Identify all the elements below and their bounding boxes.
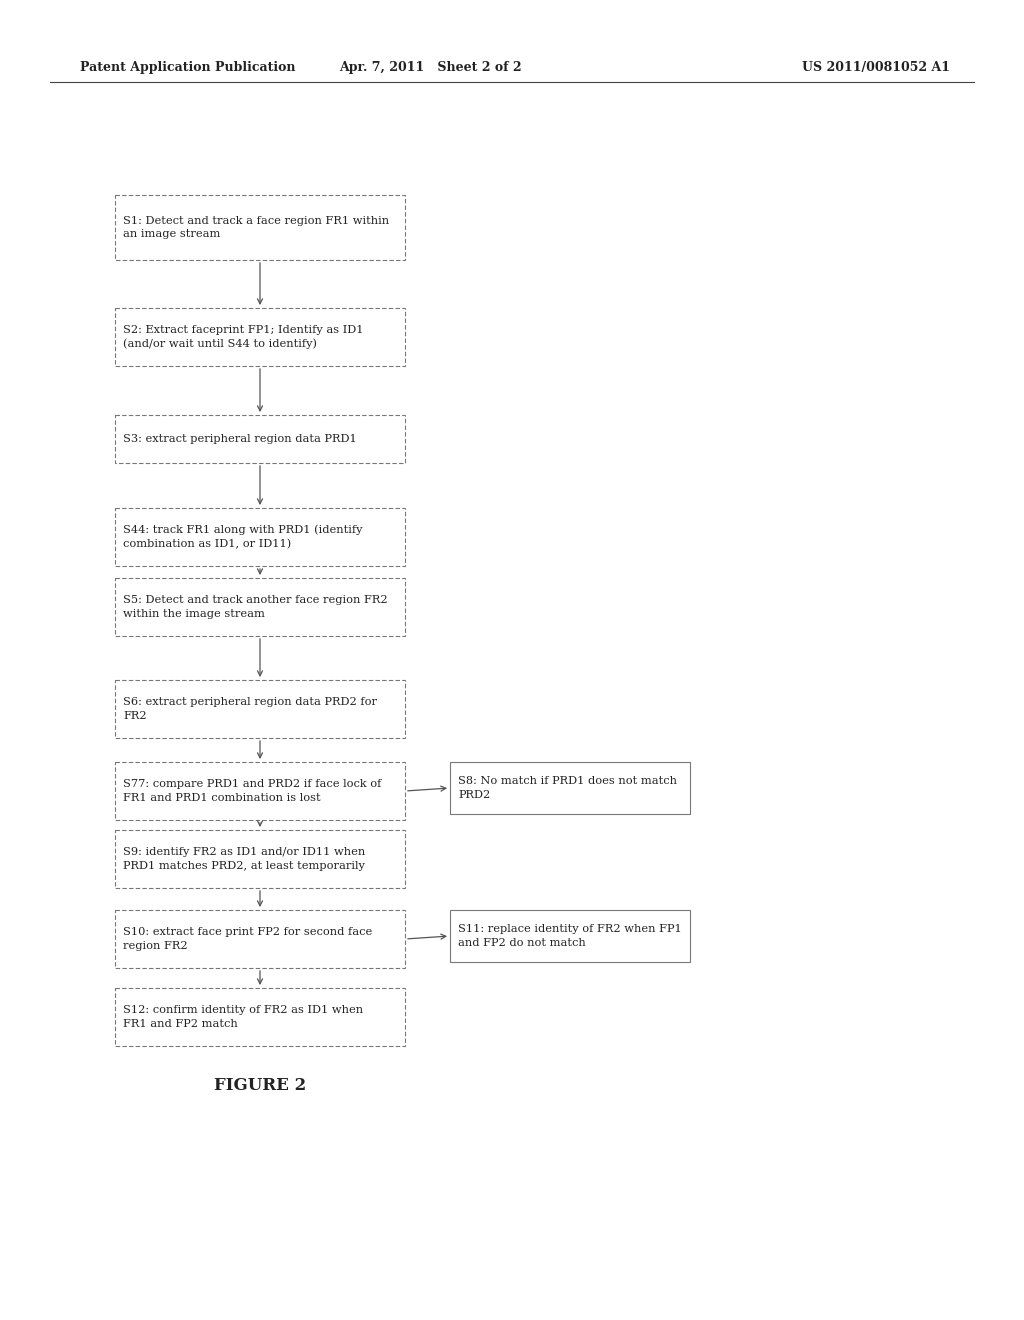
FancyBboxPatch shape bbox=[450, 909, 690, 962]
Text: S10: extract face print FP2 for second face
region FR2: S10: extract face print FP2 for second f… bbox=[123, 928, 373, 950]
FancyBboxPatch shape bbox=[115, 578, 406, 636]
Text: S9: identify FR2 as ID1 and/or ID11 when
PRD1 matches PRD2, at least temporarily: S9: identify FR2 as ID1 and/or ID11 when… bbox=[123, 847, 366, 871]
FancyBboxPatch shape bbox=[115, 830, 406, 888]
FancyBboxPatch shape bbox=[115, 680, 406, 738]
FancyBboxPatch shape bbox=[115, 508, 406, 566]
FancyBboxPatch shape bbox=[115, 987, 406, 1045]
Text: S77: compare PRD1 and PRD2 if face lock of
FR1 and PRD1 combination is lost: S77: compare PRD1 and PRD2 if face lock … bbox=[123, 779, 381, 803]
Text: Apr. 7, 2011   Sheet 2 of 2: Apr. 7, 2011 Sheet 2 of 2 bbox=[339, 62, 521, 74]
FancyBboxPatch shape bbox=[115, 909, 406, 968]
FancyBboxPatch shape bbox=[115, 308, 406, 366]
FancyBboxPatch shape bbox=[115, 195, 406, 260]
Text: S5: Detect and track another face region FR2
within the image stream: S5: Detect and track another face region… bbox=[123, 595, 388, 619]
FancyBboxPatch shape bbox=[115, 762, 406, 820]
Text: S3: extract peripheral region data PRD1: S3: extract peripheral region data PRD1 bbox=[123, 434, 356, 444]
Text: Patent Application Publication: Patent Application Publication bbox=[80, 62, 296, 74]
Text: S44: track FR1 along with PRD1 (identify
combination as ID1, or ID11): S44: track FR1 along with PRD1 (identify… bbox=[123, 525, 362, 549]
FancyBboxPatch shape bbox=[115, 414, 406, 463]
Text: S12: confirm identity of FR2 as ID1 when
FR1 and FP2 match: S12: confirm identity of FR2 as ID1 when… bbox=[123, 1006, 364, 1028]
FancyBboxPatch shape bbox=[450, 762, 690, 814]
Text: S11: replace identity of FR2 when FP1
and FP2 do not match: S11: replace identity of FR2 when FP1 an… bbox=[458, 924, 682, 948]
Text: FIGURE 2: FIGURE 2 bbox=[214, 1077, 306, 1093]
Text: S8: No match if PRD1 does not match
PRD2: S8: No match if PRD1 does not match PRD2 bbox=[458, 776, 677, 800]
Text: S1: Detect and track a face region FR1 within
an image stream: S1: Detect and track a face region FR1 w… bbox=[123, 216, 389, 239]
Text: S2: Extract faceprint FP1; Identify as ID1
(and/or wait until S44 to identify): S2: Extract faceprint FP1; Identify as I… bbox=[123, 325, 364, 348]
Text: US 2011/0081052 A1: US 2011/0081052 A1 bbox=[802, 62, 950, 74]
Text: S6: extract peripheral region data PRD2 for
FR2: S6: extract peripheral region data PRD2 … bbox=[123, 697, 377, 721]
